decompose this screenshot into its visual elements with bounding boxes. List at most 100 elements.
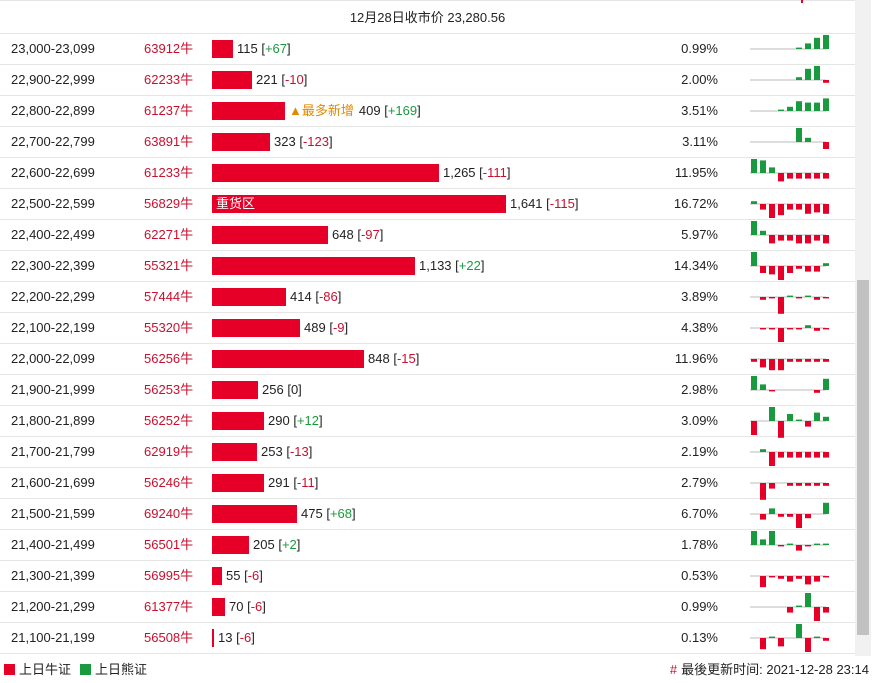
price-range: 22,800-22,899: [11, 103, 95, 118]
warrant-code-link[interactable]: 56246牛: [144, 475, 194, 490]
warrant-code-link[interactable]: 61233牛: [144, 165, 194, 180]
volume-value: 1,641 [-115]: [510, 196, 579, 211]
warrant-code-link[interactable]: 56508牛: [144, 630, 194, 645]
volume-value: 1,133 [+22]: [419, 258, 485, 273]
spark-bear-bar: [769, 531, 775, 545]
spark-bull-bar: [760, 483, 766, 500]
warrant-code-link[interactable]: 56995牛: [144, 568, 194, 583]
spark-bull-bar: [823, 638, 829, 641]
spark-bear-bar: [796, 47, 802, 49]
spark-bear-bar: [787, 295, 793, 297]
price-range: 21,700-21,799: [11, 444, 95, 459]
percentage: 3.11%: [682, 134, 718, 149]
spark-bull-bar: [760, 266, 766, 273]
volume-value: 475 [+68]: [301, 506, 356, 521]
percentage: 0.99%: [681, 41, 718, 56]
volume-bar: [212, 412, 264, 430]
table-row: 22,300-22,399 55321牛 1,133 [+22] 14.34%: [0, 251, 855, 282]
spark-bull-bar: [796, 576, 802, 579]
spark-bear-bar: [787, 543, 793, 545]
quantity-change: +22: [458, 258, 481, 273]
spark-bull-bar: [787, 359, 793, 362]
table-row: 21,900-21,999 56253牛 256 [0] 2.98%: [0, 375, 855, 406]
spark-bull-bar: [796, 514, 802, 528]
spark-bull-bar: [805, 266, 811, 272]
volume-value: 489 [-9]: [304, 320, 349, 335]
spark-bear-bar: [796, 624, 802, 638]
spark-bull-bar: [778, 328, 784, 342]
warrant-code-link[interactable]: 56252牛: [144, 413, 194, 428]
volume-bar: [212, 164, 439, 182]
hash-icon: #: [669, 662, 678, 677]
warrant-code-link[interactable]: 56256牛: [144, 351, 194, 366]
warrant-code-link[interactable]: 56829牛: [144, 196, 194, 211]
spark-bull-bar: [778, 359, 784, 371]
price-range-table: 23,000-23,099 63912牛 115 [+67] 0.99% 22,900-…: [0, 34, 855, 654]
warrant-code-link[interactable]: 62919牛: [144, 444, 194, 459]
warrant-code-link[interactable]: 56253牛: [144, 382, 194, 397]
quantity: 1,265: [443, 165, 476, 180]
spark-bear-bar: [796, 101, 802, 111]
spark-bull-bar: [760, 576, 766, 588]
volume-bar: [212, 381, 258, 399]
percentage: 2.79%: [681, 475, 718, 490]
warrant-code-link[interactable]: 62233牛: [144, 72, 194, 87]
scrollbar-thumb[interactable]: [857, 280, 869, 635]
quantity: 13: [218, 630, 233, 645]
warrant-code-link[interactable]: 62271牛: [144, 227, 194, 242]
warrant-code-link[interactable]: 61237牛: [144, 103, 194, 118]
spark-bull-bar: [769, 235, 775, 244]
spark-bull-bar: [760, 204, 766, 210]
warrant-code-link[interactable]: 63891牛: [144, 134, 194, 149]
trend-sparkline: [750, 98, 829, 112]
warrant-code-link[interactable]: 69240牛: [144, 506, 194, 521]
spark-bull-bar: [814, 235, 820, 241]
most-added-badge: ▲最多新增: [289, 103, 354, 118]
volume-value: 253 [-13]: [261, 444, 313, 459]
warrant-code-link[interactable]: 55320牛: [144, 320, 194, 335]
spark-bull-bar: [814, 328, 820, 331]
trend-sparkline: [750, 128, 829, 149]
spark-bear-bar: [778, 109, 784, 111]
table-row: 21,700-21,799 62919牛 253 [-13] 2.19%: [0, 437, 855, 468]
price-range: 22,200-22,299: [11, 289, 95, 304]
spark-bear-bar: [805, 325, 811, 328]
warrant-code-link[interactable]: 61377牛: [144, 599, 194, 614]
warrant-code-link[interactable]: 55321牛: [144, 258, 194, 273]
percentage: 1.78%: [681, 537, 718, 552]
spark-bull-bar: [787, 483, 793, 486]
table-row: 22,400-22,499 62271牛 648 [-97] 5.97%: [0, 220, 855, 251]
spark-bear-bar: [796, 128, 802, 142]
quantity: 253: [261, 444, 283, 459]
quantity-change: -15: [396, 351, 416, 366]
spark-bear-bar: [823, 378, 829, 390]
warrant-code-link[interactable]: 57444牛: [144, 289, 194, 304]
spark-bull-bar: [796, 266, 802, 269]
trend-sparkline: [750, 449, 829, 466]
quantity-change: +169: [387, 103, 418, 118]
volume-value: 70 [-6]: [229, 599, 266, 614]
spark-bull-bar: [769, 390, 775, 392]
trend-sparkline: [750, 502, 829, 528]
spark-bull-bar: [814, 297, 820, 300]
volume-value: ▲最多新增 409 [+169]: [289, 103, 421, 118]
quantity-change: -6: [239, 630, 252, 645]
spark-bull-bar: [823, 328, 829, 330]
spark-bear-bar: [814, 102, 820, 111]
spark-bear-bar: [814, 37, 820, 49]
closing-price-title: 12月28日收市价 23,280.56: [349, 10, 506, 25]
trend-sparkline: [750, 201, 829, 218]
spark-bear-bar: [760, 230, 766, 235]
spark-bull-bar: [778, 297, 784, 314]
volume-value: 290 [+12]: [268, 413, 323, 428]
spark-bull-bar: [796, 452, 802, 458]
spark-bull-bar: [787, 576, 793, 582]
warrant-code-link[interactable]: 56501牛: [144, 537, 194, 552]
warrant-code-link[interactable]: 63912牛: [144, 41, 194, 56]
spark-bull-bar: [805, 173, 811, 179]
spark-bear-bar: [805, 68, 811, 80]
spark-bear-bar: [823, 263, 829, 266]
spark-bear-bar: [814, 543, 820, 545]
quantity-change: -6: [247, 568, 260, 583]
trend-sparkline: [750, 575, 829, 588]
